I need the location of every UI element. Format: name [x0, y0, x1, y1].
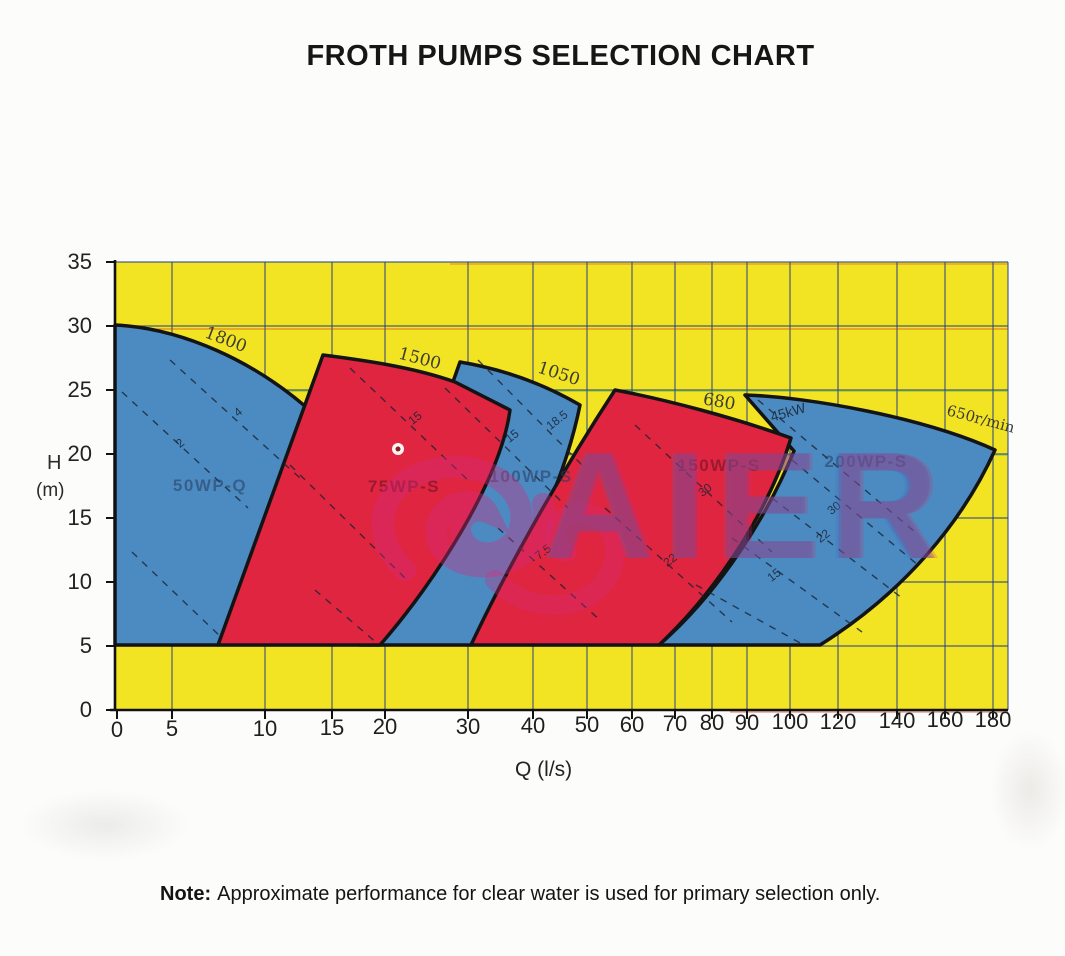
pump-label-200wp-s: 200WP-S — [824, 452, 908, 471]
power-dashed-line — [604, 507, 733, 623]
x-tick-label: 0 — [110, 717, 124, 742]
x-tick-label: 100 — [771, 709, 809, 734]
note-label: Note: — [160, 883, 212, 905]
power-dashed-line — [757, 399, 916, 533]
pump-label-100wp-s: 100WP-S — [489, 467, 573, 486]
region-75wp-s — [216, 353, 512, 647]
pump-selection-chart — [106, 260, 1010, 719]
y-tick-label: 35 — [67, 249, 92, 274]
y-tick-label: 25 — [67, 377, 92, 402]
y-tick-label: 0 — [79, 697, 92, 722]
note-text: Approximate performance for clear water … — [217, 883, 881, 905]
pump-label-50wp-q: 50WP-Q — [172, 476, 248, 495]
x-tick-label: 50 — [574, 712, 600, 737]
power-dashed-line — [131, 551, 223, 639]
scan-smudge — [20, 790, 190, 860]
x-tick-label: 70 — [662, 711, 688, 736]
y-tick-label: 15 — [67, 505, 92, 530]
x-tick-label: 60 — [619, 712, 645, 737]
power-dashed-line — [497, 527, 603, 623]
x-tick-label: 40 — [520, 713, 546, 738]
x-tick-label: 180 — [974, 707, 1012, 732]
bullseye-mark — [392, 443, 404, 455]
x-tick-label: 20 — [372, 714, 398, 739]
pump-label-150wp-s: 150WP-S — [677, 456, 761, 475]
scan-smudge — [990, 730, 1065, 850]
footer-note: Note: Approximate performance for clear w… — [160, 883, 880, 906]
y-tick-label: 5 — [79, 633, 92, 658]
x-axis-label: Q (l/s) — [515, 758, 573, 781]
x-tick-label: 140 — [878, 708, 916, 733]
x-tick-label: 120 — [819, 709, 857, 734]
x-tick-label: 80 — [699, 710, 725, 735]
region-150wp-s — [469, 388, 793, 647]
power-dashed-line — [477, 359, 583, 466]
x-tick-label: 90 — [734, 710, 760, 735]
power-dashed-line — [695, 584, 803, 645]
x-tick-label: 30 — [455, 714, 481, 739]
power-dashed-line — [444, 387, 569, 509]
y-tick-label: 30 — [67, 313, 92, 338]
x-tick-label: 160 — [926, 707, 964, 732]
pump-envelopes — [113, 323, 997, 647]
x-tick-label: 10 — [252, 716, 278, 741]
pump-label-75wp-s: 75WP-S — [367, 477, 441, 496]
x-tick-label: 5 — [165, 716, 179, 741]
x-tick-label: 15 — [319, 715, 345, 740]
y-tick-label: 20 — [67, 441, 92, 466]
power-dashed-line — [634, 424, 773, 553]
y-axis-label-unit: (m) — [36, 480, 65, 501]
chart-canvas — [106, 260, 1009, 719]
y-axis-label-symbol: H — [47, 452, 62, 474]
power-dashed-line — [121, 391, 249, 509]
power-dashed-lines — [121, 359, 919, 645]
page-title: FROTH PUMPS SELECTION CHART — [306, 40, 815, 72]
axes — [106, 260, 1008, 719]
power-dashed-line — [169, 359, 301, 479]
y-tick-label: 10 — [67, 569, 92, 594]
